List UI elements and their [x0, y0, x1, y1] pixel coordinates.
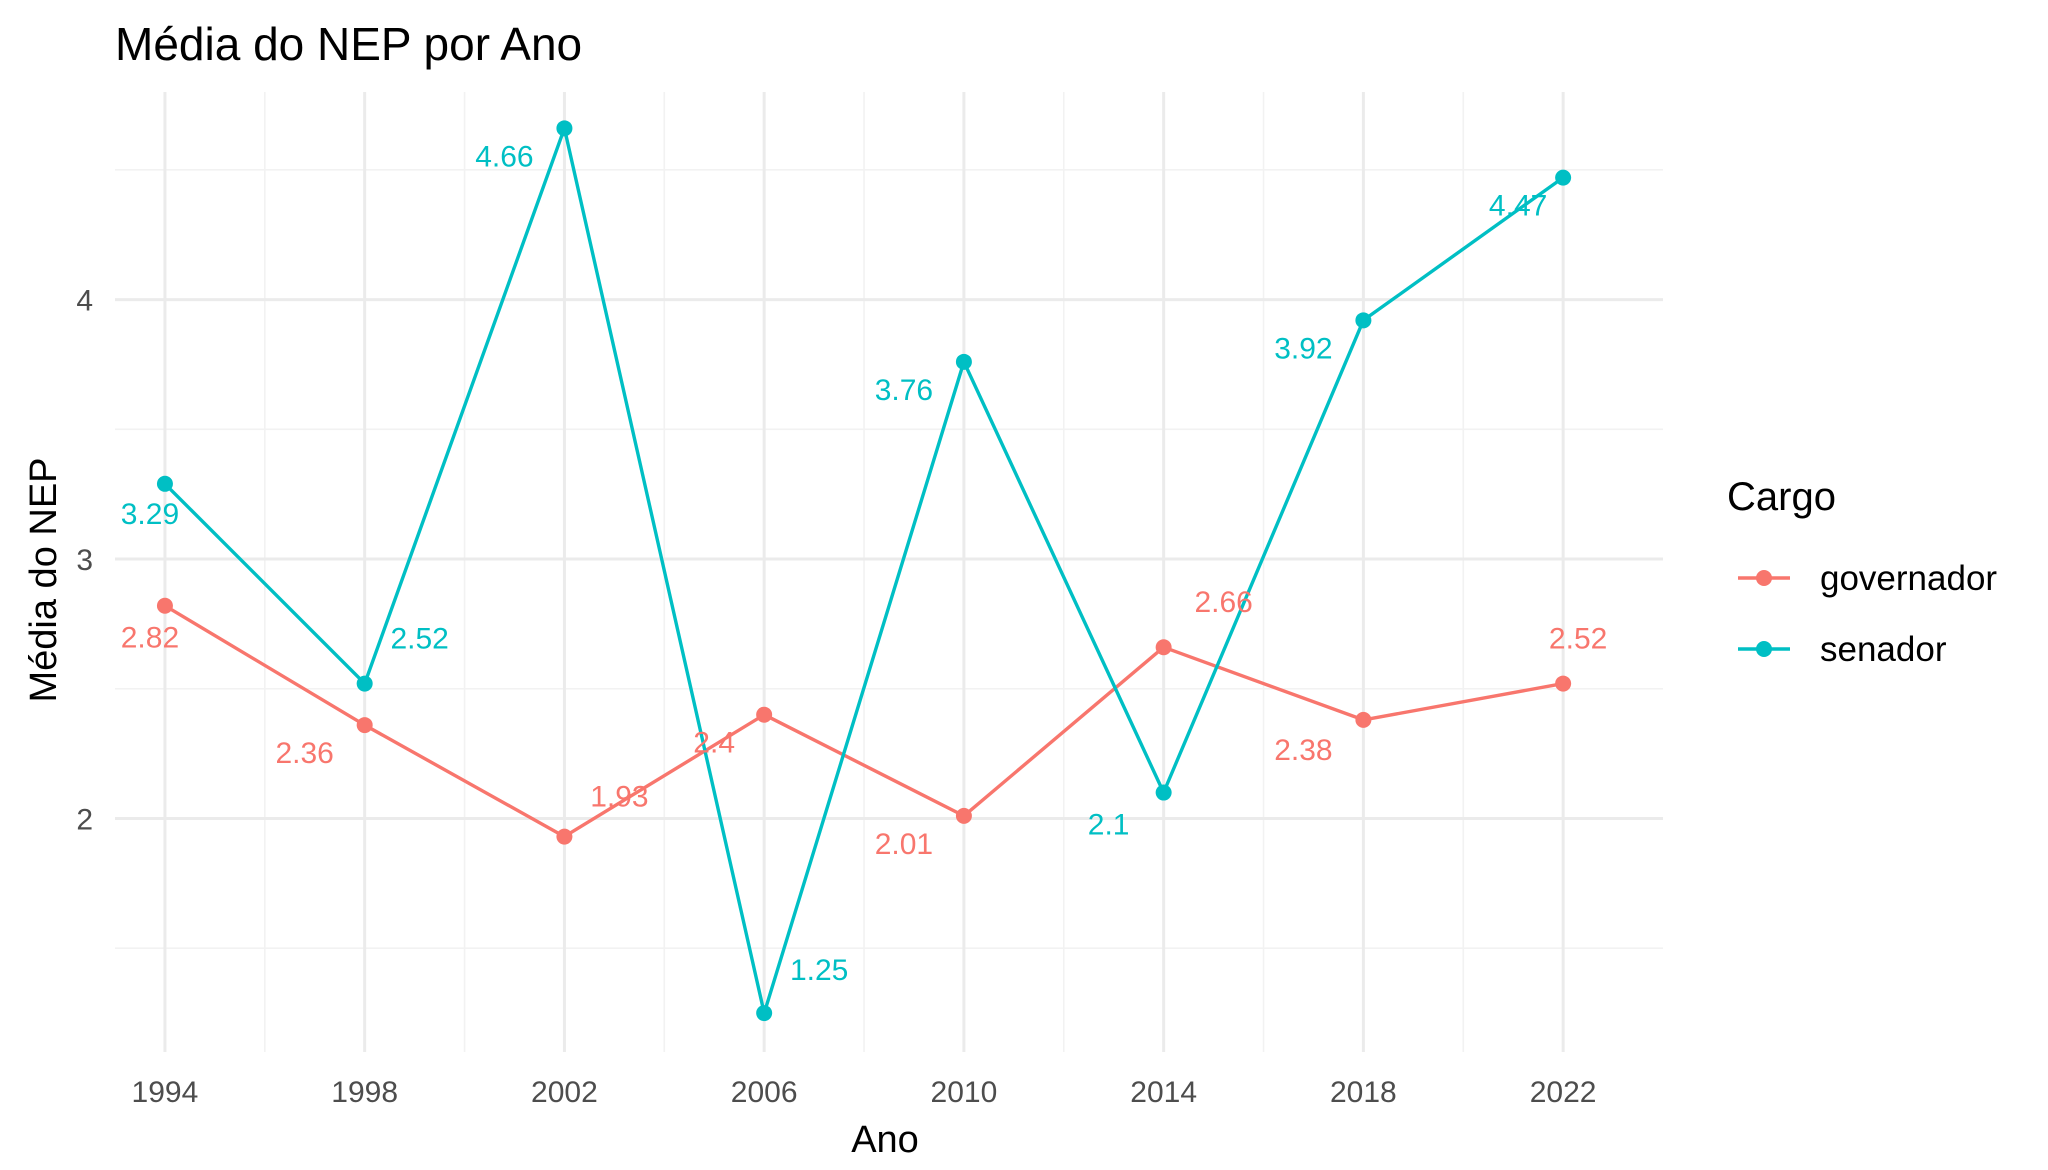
point-governador [1355, 711, 1372, 728]
data-label-governador: 2.66 [1194, 586, 1252, 619]
point-governador [356, 717, 373, 734]
y-tick-label: 2 [76, 803, 93, 836]
data-label-governador: 2.4 [693, 727, 735, 760]
data-labels: 2.82 2.36 1.93 2.4 2.01 2.66 2.38 2.52 3.29 2.52 4… [121, 140, 1608, 987]
data-label-senador: 4.66 [475, 140, 533, 173]
point-governador [955, 807, 972, 824]
point-governador [156, 597, 173, 614]
point-governador [1155, 639, 1172, 656]
data-label-senador: 4.47 [1489, 190, 1547, 223]
data-label-senador: 3.29 [121, 498, 179, 531]
data-label-senador: 3.76 [875, 374, 933, 407]
point-governador [556, 828, 573, 845]
y-axis-ticks: 2 3 4 [76, 285, 93, 837]
series-line-governador [164, 604, 1564, 839]
grid [115, 92, 1663, 1052]
data-label-governador: 2.01 [875, 828, 933, 861]
x-tick-label: 1994 [132, 1076, 199, 1109]
point-senador [1355, 312, 1372, 329]
legend: Cargo governador senador [1727, 475, 1997, 669]
y-axis-title: Média do NEP [23, 457, 65, 702]
point-senador [556, 120, 573, 137]
data-label-governador: 2.38 [1274, 734, 1332, 767]
x-tick-label: 2014 [1130, 1076, 1197, 1109]
legend-label-governador: governador [1820, 559, 1997, 598]
legend-label-senador: senador [1820, 630, 1947, 669]
point-senador [1155, 784, 1172, 801]
x-tick-label: 2006 [731, 1076, 798, 1109]
data-points [156, 120, 1572, 1022]
x-tick-label: 2018 [1330, 1076, 1397, 1109]
chart-title: Média do NEP por Ano [115, 18, 582, 70]
point-senador [955, 353, 972, 370]
data-label-governador: 2.82 [121, 622, 179, 655]
series-lines [163, 126, 1565, 1015]
x-tick-label: 1998 [331, 1076, 398, 1109]
point-senador [156, 475, 173, 492]
point-senador [356, 675, 373, 692]
point-governador [756, 706, 773, 723]
data-label-senador: 2.1 [1088, 809, 1130, 842]
point-senador [1555, 169, 1572, 186]
series-line-senador [163, 126, 1565, 1015]
data-label-senador: 1.25 [790, 954, 848, 987]
x-tick-label: 2022 [1530, 1076, 1597, 1109]
x-axis-title: Ano [851, 1119, 919, 1161]
y-tick-label: 4 [76, 285, 93, 318]
y-tick-label: 3 [76, 544, 93, 577]
legend-key-point-governador [1756, 570, 1772, 586]
data-label-governador: 2.36 [275, 737, 333, 770]
x-axis-ticks: 1994 1998 2002 2006 2010 2014 2018 2022 [132, 1076, 1597, 1109]
point-senador [756, 1005, 773, 1022]
x-tick-label: 2010 [931, 1076, 998, 1109]
data-label-senador: 3.92 [1274, 332, 1332, 365]
point-governador [1555, 675, 1572, 692]
legend-title: Cargo [1727, 475, 1836, 519]
x-tick-label: 2002 [531, 1076, 598, 1109]
data-label-governador: 2.52 [1549, 623, 1607, 656]
data-label-governador: 1.93 [590, 781, 648, 814]
data-label-senador: 2.52 [390, 623, 448, 656]
legend-key-point-senador [1756, 641, 1772, 657]
